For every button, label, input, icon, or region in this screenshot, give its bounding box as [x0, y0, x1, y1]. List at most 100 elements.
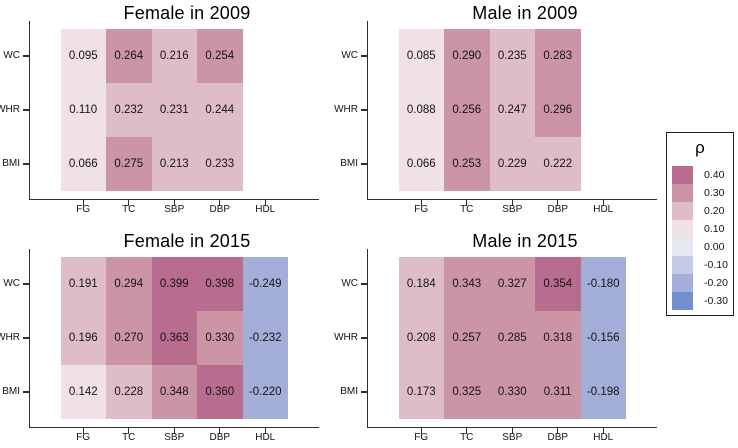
- x-axis-label-tc: TC: [122, 432, 136, 443]
- legend: ρ 0.40 0.30 0.20 0.10 0.00 -0.10 -0.20 -0.30: [666, 132, 734, 316]
- legend-swatch: [672, 238, 693, 256]
- x-axis-label-sbp: SBP: [502, 432, 523, 443]
- heatmap-cell: 0.110: [60, 83, 106, 137]
- heatmap-cell: 0.229: [489, 137, 535, 191]
- heatmap-cell: 0.066: [398, 137, 444, 191]
- legend-swatch: [672, 166, 693, 184]
- x-tick-mark: [128, 200, 130, 206]
- x-axis-label-dbp: DBP: [547, 432, 569, 443]
- legend-label: 0.00: [704, 241, 725, 253]
- heatmap-cell: 0.327: [489, 257, 535, 311]
- legend-title: ρ: [695, 138, 705, 157]
- y-axis-label-whr: WHR: [0, 332, 20, 343]
- x-tick-mark: [466, 428, 468, 434]
- panel-title: Male in 2009: [472, 3, 578, 23]
- x-tick-mark: [602, 200, 604, 206]
- heatmap-cell: 0.294: [106, 257, 152, 311]
- panel-male-2015: Male in 2015 WC WHR BMI FG TC SBP DBP HDL 0.184 0…: [334, 228, 707, 448]
- heatmap-cell: 0.398: [197, 257, 243, 311]
- heatmap-cell: 0.095: [60, 29, 106, 83]
- heatmap-cell: 0.348: [151, 365, 197, 419]
- heatmap-cell: 0.216: [151, 29, 197, 83]
- legend-swatch: [672, 274, 693, 292]
- legend-label: 0.20: [704, 205, 725, 217]
- legend-label: 0.10: [704, 223, 725, 235]
- heatmap-cell: 0.231: [151, 83, 197, 137]
- x-tick-mark: [219, 428, 221, 434]
- x-tick-mark: [511, 428, 513, 434]
- heatmap-cell: 0.222: [535, 137, 581, 191]
- x-axis-label-dbp: DBP: [209, 432, 231, 443]
- heatmap-cell: 0.085: [398, 29, 444, 83]
- legend-entry: 0.00: [672, 238, 728, 256]
- heatmap-cell: -0.180: [580, 257, 626, 311]
- x-axis-label-sbp: SBP: [502, 204, 523, 215]
- heatmap-cell: 0.354: [535, 257, 581, 311]
- legend-label: 0.30: [704, 187, 725, 199]
- x-tick-mark: [557, 428, 559, 434]
- heatmap-cell: 0.343: [444, 257, 490, 311]
- x-tick-mark: [219, 200, 221, 206]
- y-tick-mark: [361, 55, 367, 57]
- heatmap-cell: 0.244: [197, 83, 243, 137]
- x-axis-label-hdl: HDL: [593, 432, 614, 443]
- x-tick-mark: [173, 200, 175, 206]
- heatmap-cell: 0.290: [444, 29, 490, 83]
- x-tick-mark: [128, 428, 130, 434]
- x-tick-mark: [82, 200, 84, 206]
- y-axis-label-bmi: BMI: [2, 158, 20, 169]
- panel-title: Female in 2015: [123, 231, 251, 251]
- heatmap-cell: 0.213: [151, 137, 197, 191]
- heatmap-cell: 0.399: [151, 257, 197, 311]
- y-tick-mark: [23, 337, 29, 339]
- x-tick-mark: [602, 428, 604, 434]
- y-tick-mark: [23, 391, 29, 393]
- y-axis-label-wc: WC: [3, 50, 20, 61]
- heatmap-cell: 0.270: [106, 311, 152, 365]
- heatmap-cell: 0.283: [535, 29, 581, 83]
- heatmap-cell: 0.088: [398, 83, 444, 137]
- panel-title: Male in 2015: [472, 231, 578, 251]
- heatmap-cell: 0.254: [197, 29, 243, 83]
- legend-swatch: [672, 256, 693, 274]
- heatmap-cell: 0.330: [197, 311, 243, 365]
- x-tick-mark: [264, 428, 266, 434]
- legend-label: 0.40: [704, 169, 725, 181]
- y-tick-mark: [23, 109, 29, 111]
- legend-label: -0.30: [704, 295, 728, 307]
- heatmap-cell: 0.363: [151, 311, 197, 365]
- heatmap-cell: 0.173: [398, 365, 444, 419]
- legend-entry: 0.10: [672, 220, 728, 238]
- x-axis-label-tc: TC: [122, 204, 136, 215]
- y-axis-label-whr: WHR: [334, 104, 358, 115]
- y-axis-label-wc: WC: [341, 278, 358, 289]
- x-axis-label-fg: FG: [76, 432, 91, 443]
- plot-area-female-2009: WC WHR BMI FG TC SBP DBP HDL 0.095 0.264 0.216 0.25…: [0, 21, 319, 215]
- y-tick-mark: [23, 163, 29, 165]
- y-axis-label-bmi: BMI: [340, 158, 358, 169]
- heatmap-cell: 0.296: [535, 83, 581, 137]
- heatmap-cell: 0.360: [197, 365, 243, 419]
- panel-female-2015: Female in 2015 WC WHR BMI FG TC SBP DBP HDL 0.19…: [0, 228, 369, 448]
- legend-swatch: [672, 292, 693, 310]
- heatmap-cell: 0.285: [489, 311, 535, 365]
- heatmap-cell: 0.330: [489, 365, 535, 419]
- heatmap-cell: 0.208: [398, 311, 444, 365]
- heatmap-cell: -0.220: [242, 365, 288, 419]
- heatmap-cell: 0.275: [106, 137, 152, 191]
- x-axis-label-hdl: HDL: [255, 204, 276, 215]
- x-axis-label-sbp: SBP: [164, 204, 185, 215]
- legend-entries: 0.40 0.30 0.20 0.10 0.00 -0.10 -0.20 -0.30: [672, 166, 728, 310]
- legend-entry: 0.30: [672, 184, 728, 202]
- legend-entry: 0.20: [672, 202, 728, 220]
- heatmap-cell: 0.184: [398, 257, 444, 311]
- panel-title: Female in 2009: [123, 3, 251, 23]
- panel-female-2009: Female in 2009 WC WHR BMI FG TC SBP DBP HDL 0.09…: [0, 0, 369, 224]
- heatmap-cell: 0.232: [106, 83, 152, 137]
- x-tick-mark: [557, 200, 559, 206]
- x-axis-label-dbp: DBP: [209, 204, 231, 215]
- x-axis-label-fg: FG: [414, 432, 429, 443]
- heatmap-cell: -0.156: [580, 311, 626, 365]
- panel-male-2009: Male in 2009 WC WHR BMI FG TC SBP DBP HDL 0.085 0…: [334, 0, 707, 224]
